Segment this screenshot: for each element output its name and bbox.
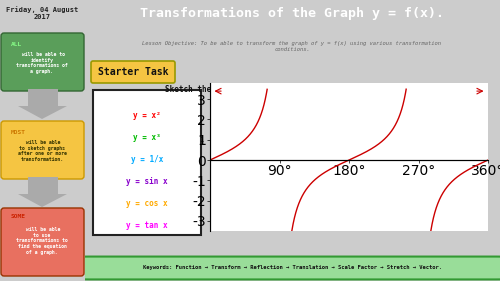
Text: y = x³: y = x³ (133, 133, 161, 142)
FancyBboxPatch shape (81, 257, 500, 279)
Text: y = 1/x: y = 1/x (131, 155, 163, 164)
FancyBboxPatch shape (1, 121, 84, 179)
Text: Lesson Objective: To be able to transform the graph of y = f(x) using various tr: Lesson Objective: To be able to transfor… (142, 41, 442, 52)
FancyBboxPatch shape (1, 208, 84, 276)
Text: y = sin x: y = sin x (126, 176, 168, 185)
Text: Transformations of the Graph y = f(x).: Transformations of the Graph y = f(x). (140, 6, 444, 20)
Text: SOME: SOME (11, 214, 26, 219)
FancyBboxPatch shape (93, 90, 201, 235)
FancyBboxPatch shape (28, 177, 58, 194)
Text: Friday, 04 August
2017: Friday, 04 August 2017 (6, 6, 78, 20)
FancyBboxPatch shape (1, 33, 84, 91)
Text: will be able
to use
transformations to
find the equation
of a graph.: will be able to use transformations to f… (16, 227, 68, 255)
Text: will be able
to sketch graphs
after one or more
transformation.: will be able to sketch graphs after one … (18, 140, 66, 162)
Text: Keywords: Function → Transform → Reflection → Translation → Scale Factor → Stret: Keywords: Function → Transform → Reflect… (143, 266, 442, 271)
Text: y = x²: y = x² (133, 110, 161, 119)
Polygon shape (18, 106, 67, 119)
Polygon shape (18, 194, 67, 207)
Text: ALL: ALL (11, 42, 22, 47)
Text: MOST: MOST (11, 130, 26, 135)
Text: y = tan x: y = tan x (126, 221, 168, 230)
FancyBboxPatch shape (28, 89, 58, 106)
Text: Sketch the graphs of each of the following functions...: Sketch the graphs of each of the followi… (165, 85, 419, 94)
Text: y = cos x: y = cos x (126, 198, 168, 207)
FancyBboxPatch shape (91, 61, 175, 83)
Text: 1: 1 (200, 137, 204, 143)
Text: Starter Task: Starter Task (98, 67, 168, 77)
Text: will be able to
identify
transformations of
a graph.: will be able to identify transformations… (16, 52, 68, 74)
